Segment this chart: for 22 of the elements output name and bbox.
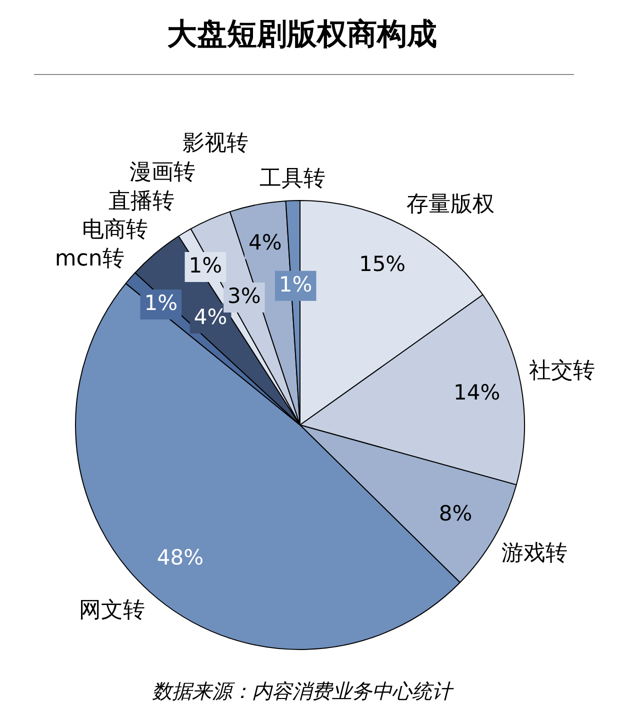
- slice-label: 电商转: [82, 218, 148, 243]
- slice-label: 直播转: [108, 188, 174, 214]
- slice-label: 影视转: [182, 131, 248, 156]
- data-label: 14%: [454, 380, 500, 404]
- slice-label: mcn转: [54, 246, 124, 272]
- data-label: 3%: [228, 284, 261, 308]
- chart-title: 大盘短剧版权商构成: [166, 16, 438, 54]
- slice-label: 游戏转: [501, 540, 568, 566]
- data-label: 1%: [278, 272, 312, 296]
- slice-label: 社交转: [528, 358, 595, 384]
- slice-label: 存量版权: [406, 192, 495, 218]
- slice-label: 网文转: [78, 598, 145, 623]
- slice-label: 工具转: [260, 166, 326, 192]
- data-label: 1%: [188, 254, 222, 278]
- data-label: 48%: [156, 545, 204, 570]
- data-label: 4%: [248, 230, 282, 255]
- slice-label: 漫画转: [130, 160, 196, 186]
- data-label: 8%: [438, 501, 472, 526]
- data-label: 15%: [358, 252, 406, 276]
- source-note: 数据来源：内容消费业务中心统计: [151, 678, 455, 705]
- data-label: 4%: [194, 304, 228, 329]
- data-label: 1%: [144, 290, 178, 315]
